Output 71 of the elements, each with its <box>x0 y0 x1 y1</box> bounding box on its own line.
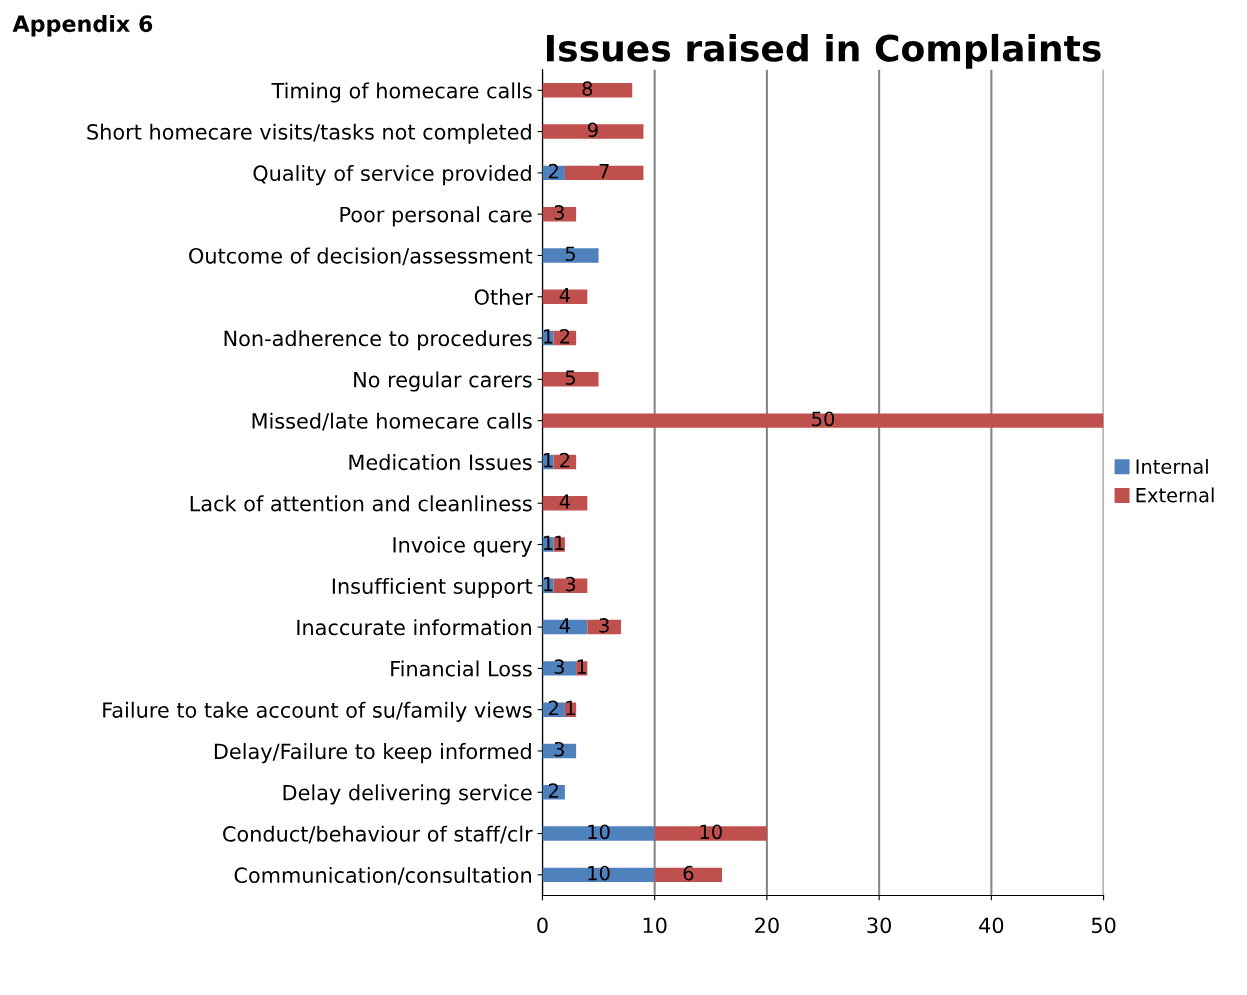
data-label: 2 <box>560 452 570 468</box>
data-label: 2 <box>548 783 558 798</box>
x-tick-label: 10 <box>643 917 667 934</box>
data-label: 3 <box>554 659 564 675</box>
y-tick-label: Other <box>474 288 533 305</box>
data-label: 3 <box>554 205 564 220</box>
data-label: 1 <box>544 329 553 344</box>
x-tick-label: 30 <box>867 917 892 934</box>
y-tick-label: Short homecare visits/tasks not completed <box>87 123 531 144</box>
x-tick-label: 20 <box>755 917 779 934</box>
text: Appendix 6 <box>12 14 153 37</box>
bar <box>542 372 599 387</box>
legend-label: Internal <box>1136 458 1208 474</box>
bar <box>542 661 577 676</box>
data-label: 7 <box>599 164 609 179</box>
data-label: 10 <box>588 824 610 840</box>
bar <box>542 413 1104 428</box>
bar <box>542 248 599 263</box>
legend-label: External <box>1136 487 1214 503</box>
y-tick-label: Poor personal care <box>340 206 532 227</box>
x-tick-label: 0 <box>537 917 548 934</box>
y-tick-label: Lack of attention and cleanliness <box>190 495 532 512</box>
y-tick-label: Insufficient support <box>332 577 533 599</box>
data-label: 2 <box>548 700 558 716</box>
data-label: 10 <box>700 824 722 840</box>
data-label: 1 <box>577 659 587 674</box>
y-tick-label: Invoice query <box>393 536 533 557</box>
y-tick-label: Communication/consultation <box>234 866 531 885</box>
data-label: 6 <box>683 865 694 881</box>
y-tick-label: Delay delivering service <box>283 784 532 805</box>
y-tick-label: Outcome of decision/assessment <box>189 247 533 266</box>
y-tick-label: Missed/late homecare calls <box>252 412 532 431</box>
y-tick-label: Non-adherence to procedures <box>224 330 532 351</box>
bar <box>564 165 644 181</box>
data-label: 1 <box>544 453 553 468</box>
data-label: 9 <box>587 122 598 138</box>
data-label: 2 <box>548 163 558 179</box>
y-tick-label: Quality of service provided <box>253 164 531 186</box>
data-label: 3 <box>599 618 609 633</box>
data-label: 4 <box>559 494 570 509</box>
y-tick-label: Failure to take account of su/family views <box>103 701 532 722</box>
y-tick-label: Timing of homecare calls <box>271 82 532 103</box>
bar <box>542 124 644 139</box>
data-label: 50 <box>812 411 835 427</box>
y-tick-label: No regular carers <box>354 371 532 392</box>
data-label: 8 <box>582 81 593 96</box>
y-tick-label: Medication Issues <box>349 454 532 471</box>
y-tick-label: Financial Loss <box>391 660 532 677</box>
data-label: 1 <box>544 577 553 592</box>
y-tick-label: Delay/Failure to keep informed <box>214 743 531 764</box>
data-label: 1 <box>544 535 553 550</box>
bar <box>542 83 633 98</box>
data-label: 3 <box>565 576 576 592</box>
data-label: 10 <box>588 865 610 881</box>
data-label: 5 <box>565 246 575 262</box>
data-label: 1 <box>566 700 575 716</box>
data-label: 5 <box>565 370 575 385</box>
bar <box>654 867 723 883</box>
data-label: 3 <box>554 741 564 757</box>
y-tick-label: Conduct/behaviour of staff/clr <box>223 825 533 844</box>
bar <box>542 826 655 841</box>
data-label: 1 <box>555 535 564 550</box>
data-label: 4 <box>559 287 570 303</box>
bar <box>542 867 655 883</box>
bar <box>654 826 767 841</box>
chart-title: Issues raised in Complaints <box>547 33 1101 69</box>
data-label: 4 <box>559 618 570 633</box>
data-label: 2 <box>560 328 570 344</box>
y-tick-label: Inaccurate information <box>297 619 531 636</box>
x-tick-label: 50 <box>1091 917 1116 934</box>
x-tick-label: 40 <box>979 917 1004 934</box>
